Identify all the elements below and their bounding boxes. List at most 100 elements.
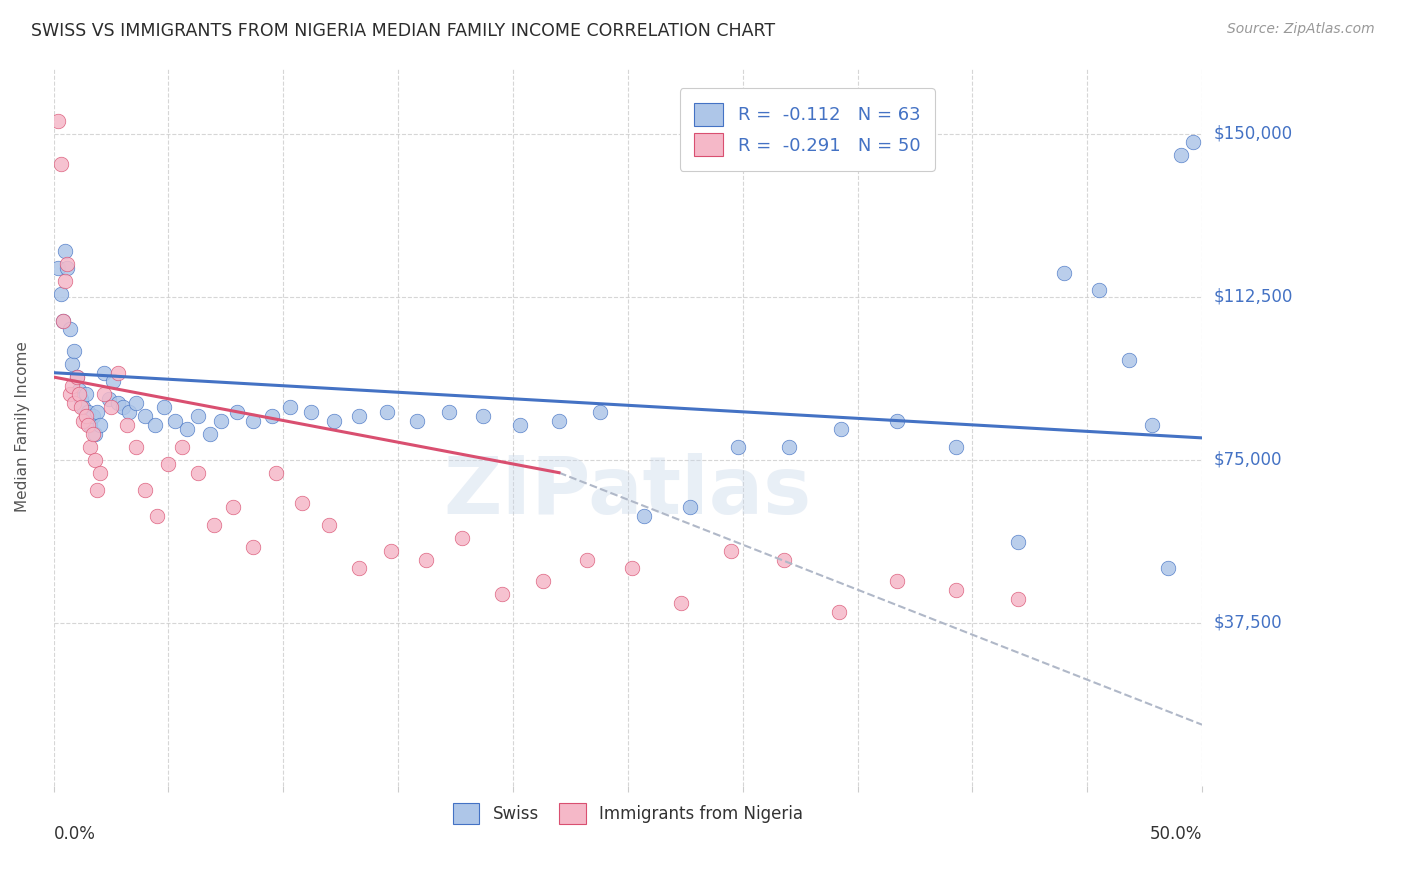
Point (260, 409, 283, 424)
Point (97, 392, 120, 406)
Point (63, 396, 86, 410)
Point (198, 426, 221, 441)
Point (176, 422, 198, 436)
Point (531, 574, 554, 589)
Point (278, 401, 301, 415)
Point (633, 509, 655, 524)
Point (720, 544, 742, 558)
Point (79, 440, 101, 454)
Point (89, 417, 111, 432)
Point (111, 401, 134, 415)
Point (405, 413, 427, 427)
Point (1087, 283, 1109, 297)
Point (77, 417, 100, 432)
Point (347, 409, 370, 424)
Point (59, 322, 82, 336)
Point (86, 405, 108, 419)
Text: $37,500: $37,500 (1213, 614, 1282, 632)
Point (86, 483, 108, 497)
Point (322, 413, 344, 427)
Point (291, 496, 314, 510)
Point (830, 422, 852, 436)
Point (1170, 148, 1192, 162)
Point (89, 466, 111, 480)
Point (49, 157, 72, 171)
Point (46, 261, 69, 276)
Point (621, 561, 644, 575)
Point (347, 561, 370, 575)
Point (67, 383, 90, 397)
Point (72, 413, 94, 427)
Text: SWISS VS IMMIGRANTS FROM NIGERIA MEDIAN FAMILY INCOME CORRELATION CHART: SWISS VS IMMIGRANTS FROM NIGERIA MEDIAN … (31, 22, 775, 40)
Text: 50.0%: 50.0% (1150, 825, 1202, 843)
Point (945, 440, 967, 454)
Point (84, 452, 107, 467)
Point (945, 582, 967, 597)
Point (100, 401, 122, 415)
Point (380, 544, 402, 558)
Point (118, 405, 141, 419)
Point (1007, 535, 1029, 549)
Point (125, 440, 148, 454)
Point (1140, 417, 1163, 432)
Text: $75,000: $75,000 (1213, 450, 1282, 468)
Point (75, 387, 97, 401)
Point (49, 287, 72, 301)
Point (202, 517, 225, 532)
Point (165, 413, 187, 427)
Point (437, 405, 460, 419)
Point (172, 440, 194, 454)
Point (472, 409, 495, 424)
Point (773, 552, 796, 566)
Point (107, 366, 129, 380)
Point (886, 574, 908, 589)
Point (103, 375, 125, 389)
Point (143, 417, 166, 432)
Point (548, 413, 571, 427)
Point (84, 426, 107, 441)
Point (1118, 352, 1140, 367)
Point (375, 405, 398, 419)
Point (72, 401, 94, 415)
Point (266, 466, 288, 480)
Point (70, 392, 93, 406)
Point (70, 401, 93, 415)
Point (187, 409, 209, 424)
Point (679, 500, 702, 515)
Point (56, 261, 79, 276)
Point (75, 409, 97, 424)
Point (134, 483, 156, 497)
Point (77, 405, 100, 419)
Point (60, 378, 83, 392)
Point (415, 552, 437, 566)
Point (53, 275, 76, 289)
Text: $150,000: $150,000 (1213, 125, 1292, 143)
Point (778, 440, 800, 454)
Point (59, 387, 82, 401)
Point (1053, 266, 1076, 280)
Point (187, 466, 209, 480)
Point (65, 370, 87, 384)
Point (52, 313, 75, 327)
Point (1007, 591, 1029, 606)
Point (1156, 561, 1178, 575)
Point (65, 370, 87, 384)
Y-axis label: Median Family Income: Median Family Income (15, 342, 30, 513)
Point (53, 244, 76, 258)
Point (509, 417, 531, 432)
Text: Source: ZipAtlas.com: Source: ZipAtlas.com (1227, 22, 1375, 37)
Point (82, 426, 104, 441)
Point (1181, 136, 1204, 150)
Legend: Swiss, Immigrants from Nigeria: Swiss, Immigrants from Nigeria (446, 797, 810, 831)
Point (52, 313, 75, 327)
Point (226, 405, 249, 419)
Point (589, 405, 612, 419)
Point (209, 413, 232, 427)
Point (575, 552, 598, 566)
Point (318, 517, 340, 532)
Point (727, 440, 749, 454)
Point (222, 500, 245, 515)
Point (134, 409, 156, 424)
Point (125, 396, 148, 410)
Point (79, 417, 101, 432)
